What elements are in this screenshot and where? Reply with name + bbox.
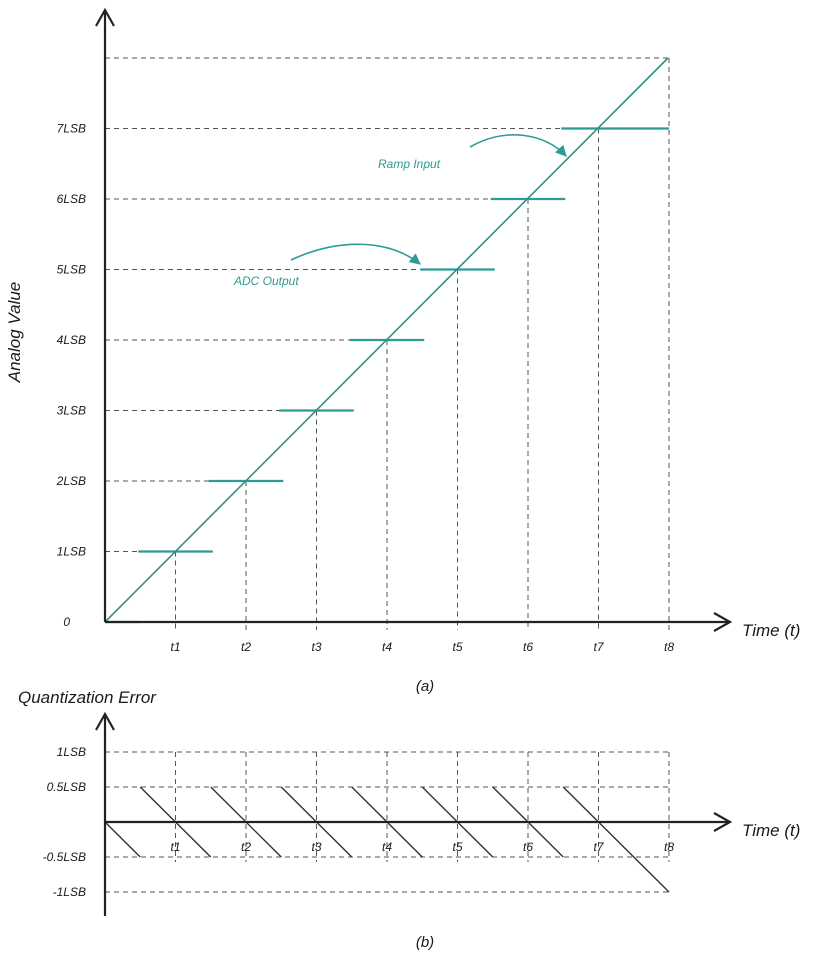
panel-a-x-axis-arrowhead — [713, 612, 733, 632]
ramp-input-label: Ramp Input — [378, 157, 441, 171]
panel-b-x-tick-label: t8 — [664, 840, 674, 854]
panel-b-x-tick-label: t4 — [382, 840, 392, 854]
panel-a-y-tick-label: 3LSB — [57, 404, 86, 418]
panel-b-x-tick-label: t5 — [452, 840, 462, 854]
panel-a-x-tick-label: t4 — [382, 640, 392, 654]
panel-a-y-tick-label: 1LSB — [57, 545, 86, 559]
panel-a-y-tick-label: 6LSB — [57, 192, 86, 206]
error-segment — [562, 786, 670, 893]
panel-b-y-axis-arrowhead — [95, 711, 115, 731]
panel-b-y-tick-label: 0.5LSB — [47, 780, 86, 794]
panel-a-y-tick-label: 7LSB — [57, 122, 86, 136]
panel-a-y-tick-label: 5LSB — [57, 263, 86, 277]
panel-a-y-tick-label: 0 — [63, 615, 70, 629]
panel-a-x-tick-label: t8 — [664, 640, 674, 654]
adc-output-arrow — [290, 243, 421, 265]
ramp-input-arrow — [469, 134, 567, 157]
panel-a-x-tick-label: t5 — [452, 640, 462, 654]
panel-a: 0 1LSB 2LSB 3LSB 4LSB 5LSB 6LSB 7LSB t1 t2 t3 t4 t5… — [5, 7, 800, 695]
panel-a-x-tick-label: t1 — [170, 640, 180, 654]
adc-output-label: ADC Output — [233, 274, 299, 288]
panel-b-x-tick-label: t3 — [311, 840, 321, 854]
panel-b-y-tick-label: -0.5LSB — [43, 850, 86, 864]
panel-b-gridlines — [105, 751, 670, 893]
panel-a-x-axis-title: Time (t) — [742, 621, 800, 640]
panel-a-y-tick-labels: 0 1LSB 2LSB 3LSB 4LSB 5LSB 6LSB 7LSB — [56, 122, 86, 630]
panel-a-gridlines — [105, 57, 670, 630]
panel-a-x-tick-labels: t1 t2 t3 t4 t5 t6 t7 t8 — [170, 640, 674, 654]
panel-b-x-axis-arrowhead — [713, 812, 733, 832]
panel-b-x-tick-label: t6 — [523, 840, 533, 854]
panel-b-caption: (b) — [416, 934, 434, 951]
panel-b-x-tick-label: t2 — [241, 840, 251, 854]
panel-b-y-tick-label: 1LSB — [57, 745, 86, 759]
panel-b-x-axis-title: Time (t) — [742, 821, 800, 840]
panel-a-x-tick-label: t6 — [523, 640, 533, 654]
panel-a-y-tick-label: 4LSB — [57, 333, 86, 347]
panel-a-x-tick-label: t2 — [241, 640, 251, 654]
panel-a-x-tick-label: t7 — [593, 640, 604, 654]
panel-b-title: Quantization Error — [18, 688, 157, 707]
ramp-input-line — [104, 57, 669, 623]
panel-b-x-tick-label: t1 — [170, 840, 180, 854]
panel-a-caption: (a) — [416, 678, 434, 695]
panel-a-y-axis-title: Analog Value — [5, 282, 24, 384]
panel-b: Quantization Error 1LSB 0.5LSB -0.5LSB -1LS… — [18, 688, 800, 951]
panel-b-x-tick-label: t7 — [593, 840, 604, 854]
panel-a-y-tick-label: 2LSB — [56, 474, 86, 488]
panel-b-y-tick-label: -1LSB — [53, 885, 86, 899]
panel-b-y-tick-labels: 1LSB 0.5LSB -0.5LSB -1LSB — [43, 745, 86, 899]
panel-a-x-tick-label: t3 — [311, 640, 321, 654]
panel-a-y-axis-arrowhead — [95, 7, 115, 27]
error-segment — [104, 821, 141, 858]
panel-b-x-tick-labels: t1 t2 t3 t4 t5 t6 t7 t8 — [170, 840, 674, 854]
